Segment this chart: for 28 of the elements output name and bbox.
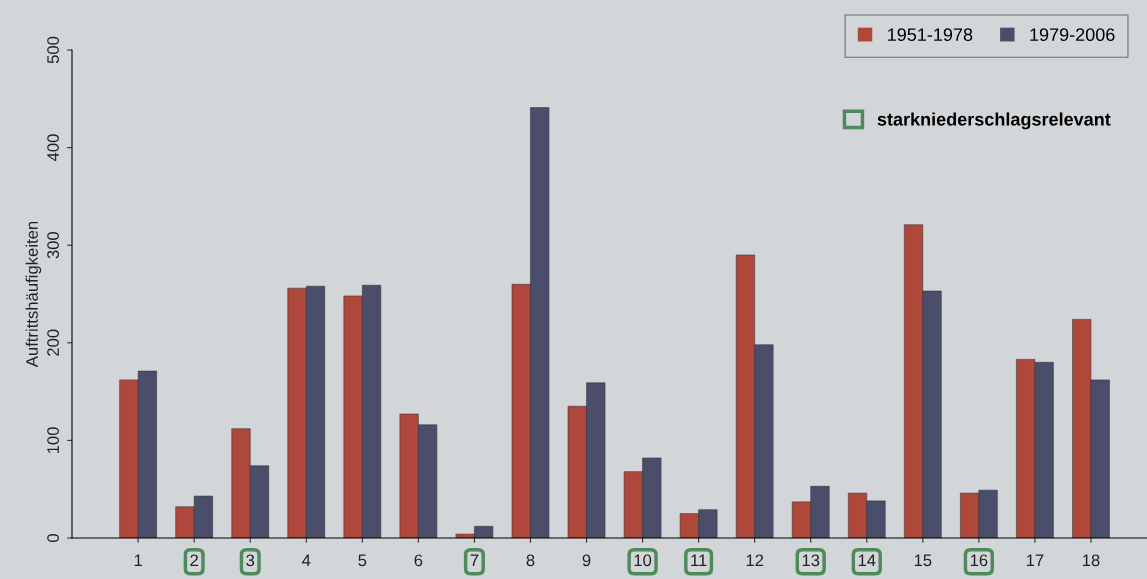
- x-tick-label: 3: [246, 554, 255, 567]
- x-tick-label: 4: [302, 554, 311, 567]
- legend-label: 1979-2006: [1030, 28, 1115, 42]
- y-axis-title: Auftrittshäufigkeiten: [25, 221, 42, 368]
- x-tick-label: 12: [746, 554, 764, 567]
- x-tick-label: 17: [1026, 554, 1044, 567]
- x-tick-label: 16: [970, 554, 988, 567]
- x-tick-label: 6: [414, 554, 423, 567]
- annotation: starkniederschlagsrelevant: [877, 112, 1111, 130]
- x-tick-label: 2: [190, 554, 198, 567]
- y-tick-label: 200: [47, 329, 59, 356]
- x-tick-label: 18: [1082, 554, 1100, 567]
- x-tick-label: 15: [914, 554, 932, 567]
- x-tick-label: 5: [358, 554, 367, 567]
- x-tick-label: 1: [134, 554, 142, 567]
- x-tick-label: 9: [582, 554, 591, 567]
- x-tick-label: 14: [858, 554, 876, 567]
- legend-label: 1951-1978: [888, 28, 973, 42]
- y-tick-label: 0: [47, 534, 59, 542]
- x-tick-label: 10: [634, 554, 652, 567]
- x-tick-label: 11: [691, 554, 707, 567]
- x-tick-label: 8: [526, 554, 535, 567]
- x-tick-label: 13: [802, 554, 820, 567]
- y-tick-label: 400: [47, 134, 59, 162]
- x-tick-label: 7: [470, 554, 479, 567]
- y-tick-label: 100: [47, 427, 59, 454]
- y-tick-label: 300: [47, 231, 59, 259]
- y-tick-label: 500: [47, 36, 59, 64]
